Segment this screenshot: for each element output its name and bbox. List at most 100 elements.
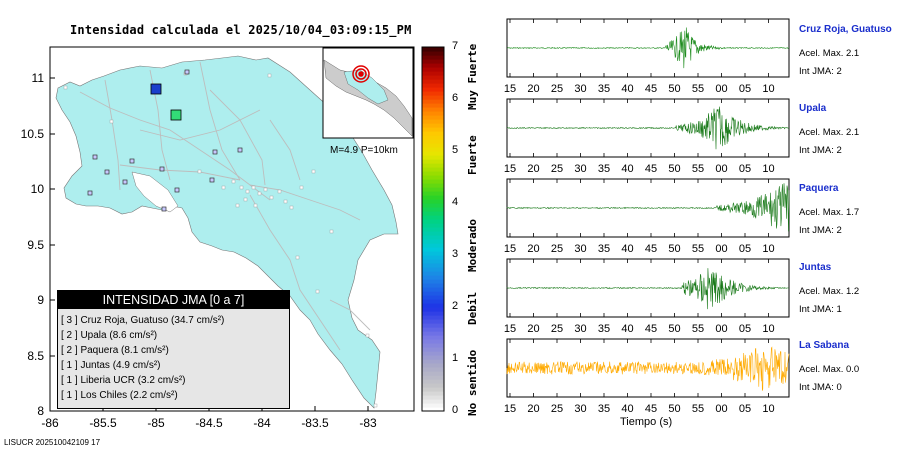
map-y-tick-label: 8 [37, 404, 44, 418]
gulf-nicoya [131, 171, 179, 213]
colorbar-segment [422, 67, 444, 72]
colorbar-segment [422, 119, 444, 124]
colorbar-segment [422, 323, 444, 328]
colorbar-segment [422, 187, 444, 192]
colorbar-segment [422, 75, 444, 80]
seismogram-tick-label: 30 [574, 163, 586, 175]
map-y-tick-label: 9 [37, 293, 44, 307]
colorbar-segment [422, 359, 444, 364]
station-jma-intensity: Int JMA: 0 [799, 382, 842, 393]
colorbar-segment [422, 367, 444, 372]
colorbar-segment [422, 291, 444, 296]
costa-rica-land [55, 55, 399, 409]
colorbar-segment [422, 259, 444, 264]
seismogram-tick-label: 25 [551, 323, 563, 335]
seismogram-tick-label: 00 [715, 83, 727, 95]
station-name: Juntas [799, 262, 832, 273]
colorbar-segment [422, 351, 444, 356]
colorbar-segment [422, 107, 444, 112]
seismogram-tick-label: 45 [645, 163, 657, 175]
colorbar-segment [422, 131, 444, 136]
colorbar-segment [422, 391, 444, 396]
seismogram-tick-label: 40 [621, 403, 633, 415]
seismogram-tick-label: 30 [574, 323, 586, 335]
colorbar-segment [422, 223, 444, 228]
colorbar-segment [422, 247, 444, 252]
seismogram-trace [506, 346, 790, 391]
seismogram-tick-label: 05 [739, 83, 751, 95]
colorbar-segment [422, 103, 444, 108]
colorbar-segment [422, 355, 444, 360]
seismogram-tick-label: 05 [739, 243, 751, 255]
map-x-tick-label: -83.5 [301, 416, 329, 430]
station-max-acceleration: Acel. Max. 2.1 [799, 127, 860, 138]
colorbar-segment [422, 363, 444, 368]
colorbar-segment [422, 379, 444, 384]
colorbar-segment [422, 319, 444, 324]
colorbar-segment [422, 199, 444, 204]
legend-item: [ 1 ] Los Chiles (2.2 cm/s²) [61, 390, 178, 401]
seismogram-tick-label: 15 [504, 243, 516, 255]
colorbar-segment [422, 99, 444, 104]
seismogram-tick-label: 10 [762, 323, 774, 335]
colorbar-segment [422, 271, 444, 276]
seismogram-tick-label: 40 [621, 83, 633, 95]
seismogram-trace [506, 183, 790, 232]
colorbar-segment [422, 383, 444, 388]
colorbar-segment [422, 375, 444, 380]
colorbar-tick-label: 1 [452, 352, 459, 364]
colorbar-segment [422, 163, 444, 168]
legend-item: [ 2 ] Upala (8.6 cm/s²) [61, 330, 158, 341]
station-max-acceleration: Acel. Max. 2.1 [799, 48, 860, 59]
map-x-tick-label: -85 [147, 416, 165, 430]
colorbar-segment [422, 255, 444, 260]
map-y-axis: 11 10.5 10 9.5 9 8.5 8 [21, 71, 55, 418]
map-y-tick-label: 10.5 [21, 127, 45, 141]
map-x-tick-label: -86 [41, 416, 59, 430]
seismogram-tick-label: 05 [739, 163, 751, 175]
station-name: La Sabana [799, 340, 850, 351]
seismogram-tick-label: 45 [645, 403, 657, 415]
inset-label: M=4.9 P=10km [330, 145, 398, 156]
colorbar-segment [422, 135, 444, 140]
map-x-tick-label: -83 [359, 416, 377, 430]
intensity-colorbar [422, 47, 444, 412]
colorbar-segment [422, 111, 444, 116]
station-jma-intensity: Int JMA: 2 [799, 225, 842, 236]
colorbar-segment [422, 327, 444, 332]
colorbar-segment [422, 159, 444, 164]
seismogram-tick-label: 20 [527, 163, 539, 175]
colorbar-segment [422, 407, 444, 412]
seismogram-tick-label: 50 [668, 323, 680, 335]
colorbar-segment [422, 215, 444, 220]
colorbar-segment [422, 403, 444, 408]
colorbar-segment [422, 287, 444, 292]
station-upala [170, 109, 182, 121]
seismogram-tick-label: 45 [645, 83, 657, 95]
seismogram-tick-label: 30 [574, 243, 586, 255]
colorbar-segment [422, 399, 444, 404]
colorbar-segment [422, 227, 444, 232]
seismogram-tick-label: 20 [527, 323, 539, 335]
colorbar-segment [422, 299, 444, 304]
colorbar-segment [422, 179, 444, 184]
seismogram-tick-label: 35 [598, 83, 610, 95]
map-y-tick-label: 10 [31, 182, 45, 196]
seismogram-tick-label: 30 [574, 403, 586, 415]
station-name: Paquera [799, 183, 839, 194]
colorbar-segment [422, 171, 444, 176]
seismogram-tick-label: 10 [762, 83, 774, 95]
colorbar-segment [422, 83, 444, 88]
station-jma-intensity: Int JMA: 2 [799, 145, 842, 156]
colorbar-segment [422, 151, 444, 156]
level1-stations [87, 69, 243, 212]
seismogram-tick-label: 15 [504, 83, 516, 95]
seismogram-tick-label: 45 [645, 323, 657, 335]
legend-title: INTENSIDAD JMA [0 a 7] [58, 291, 289, 309]
colorbar-segment [422, 211, 444, 216]
seismogram-trace [506, 268, 790, 310]
colorbar-segment [422, 139, 444, 144]
seismogram-trace [506, 27, 790, 69]
colorbar-segment [422, 71, 444, 76]
colorbar-segment [422, 307, 444, 312]
